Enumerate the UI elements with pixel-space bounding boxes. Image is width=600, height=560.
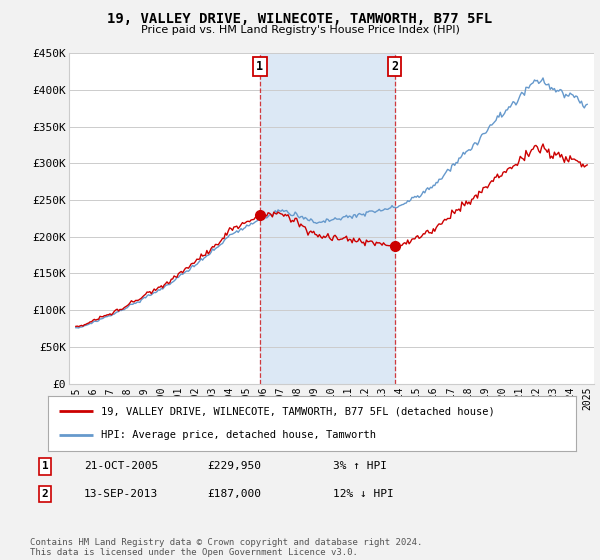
Text: 13-SEP-2013: 13-SEP-2013 <box>84 489 158 499</box>
Text: 2: 2 <box>41 489 49 499</box>
Bar <box>260 53 395 384</box>
Text: HPI: Average price, detached house, Tamworth: HPI: Average price, detached house, Tamw… <box>101 431 376 440</box>
Text: 1: 1 <box>41 461 49 472</box>
Text: 19, VALLEY DRIVE, WILNECOTE, TAMWORTH, B77 5FL (detached house): 19, VALLEY DRIVE, WILNECOTE, TAMWORTH, B… <box>101 407 494 416</box>
Text: 2: 2 <box>391 60 398 73</box>
Text: 21-OCT-2005: 21-OCT-2005 <box>84 461 158 472</box>
Text: Contains HM Land Registry data © Crown copyright and database right 2024.
This d: Contains HM Land Registry data © Crown c… <box>30 538 422 557</box>
Text: Price paid vs. HM Land Registry's House Price Index (HPI): Price paid vs. HM Land Registry's House … <box>140 25 460 35</box>
Text: 12% ↓ HPI: 12% ↓ HPI <box>333 489 394 499</box>
Text: 1: 1 <box>256 60 263 73</box>
Text: 3% ↑ HPI: 3% ↑ HPI <box>333 461 387 472</box>
Text: £187,000: £187,000 <box>207 489 261 499</box>
Text: £229,950: £229,950 <box>207 461 261 472</box>
Text: 19, VALLEY DRIVE, WILNECOTE, TAMWORTH, B77 5FL: 19, VALLEY DRIVE, WILNECOTE, TAMWORTH, B… <box>107 12 493 26</box>
